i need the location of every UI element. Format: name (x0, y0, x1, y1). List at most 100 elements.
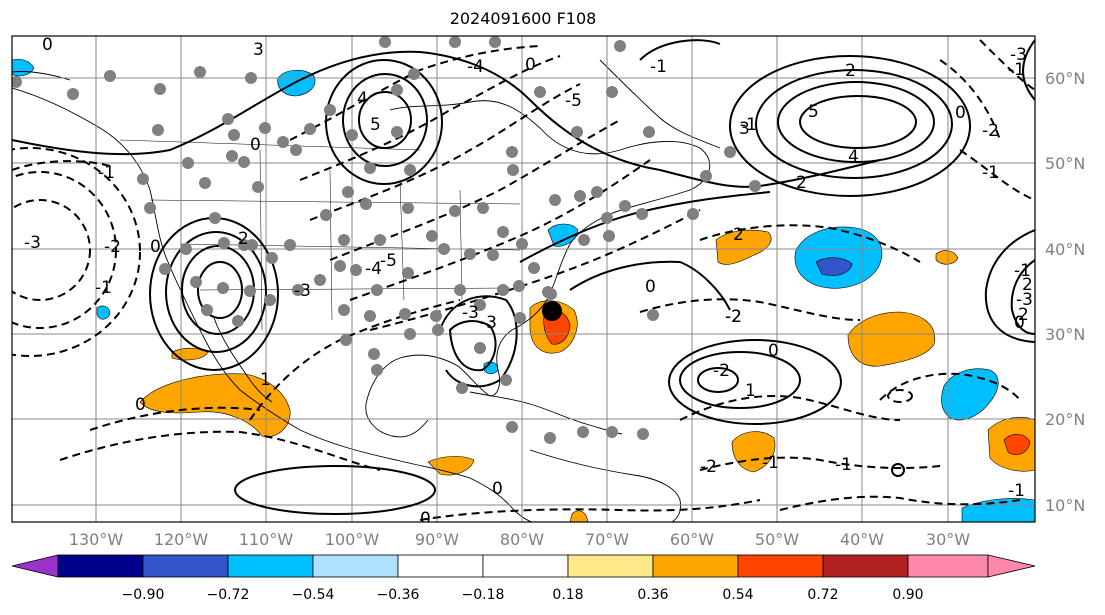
colorbar-bin (397, 554, 484, 578)
region-atlantic-orange2 (847, 311, 935, 367)
region-atlantic-orange1 (715, 229, 772, 265)
contour-label: -1 (95, 278, 112, 298)
region-atlantic-blue2 (941, 368, 999, 421)
contour-label: 4 (848, 147, 859, 167)
colorbar (11, 554, 1036, 578)
contour-label: 2 (1022, 275, 1033, 295)
region-bottom-orange (569, 510, 589, 522)
contour-label: -1 (740, 115, 757, 135)
lat-tick-label: 20°N (1045, 410, 1085, 429)
contour-label: 0 (955, 103, 966, 123)
region-pacific-orange (139, 373, 291, 438)
contour-label: 3 (253, 40, 264, 60)
lon-tick-label: 120°W (154, 530, 209, 549)
contour-label: -3 (24, 233, 41, 253)
colorbar-tick-label: 0.18 (552, 587, 583, 603)
region-small-orange (935, 250, 959, 265)
lon-tick-label: 50°W (755, 530, 799, 549)
contour-label: 5 (370, 115, 381, 135)
colorbar-tick-label: −0.90 (122, 587, 165, 603)
storm-center-marker (542, 301, 562, 321)
region-pacific-blue (96, 305, 111, 320)
contour-label: 0 (768, 341, 779, 361)
contour-labels: 0 3 0 -1 -3 -2 5 4 2 -5 3 -4 -5 0 -4 -3 … (24, 35, 1033, 529)
region-honduras-orange (427, 456, 475, 476)
contour-label: -4 (467, 57, 484, 77)
contour-label: -1 (982, 163, 999, 183)
contour-label: 2 (845, 61, 856, 81)
colorbar-high-extension (987, 554, 1036, 578)
lon-tick-label: 130°W (69, 530, 124, 549)
contour-label: 1 (260, 370, 271, 390)
colorbar-bin (737, 554, 824, 578)
contour-label: -5 (565, 91, 582, 111)
contour-label: -3 (294, 281, 311, 301)
contour-label: -2 (713, 361, 730, 381)
colorbar-tick-label: −0.54 (292, 587, 335, 603)
contour-label: 3 (739, 119, 750, 139)
lat-tick-label: 50°N (1045, 154, 1085, 173)
colorbar-tick-label: 0.36 (637, 587, 668, 603)
colorbar-tick-label: 0.90 (892, 587, 923, 603)
contour-label: -1 (835, 455, 852, 475)
colorbar-bin (312, 554, 399, 578)
colorbar-bin (142, 554, 229, 578)
contour-label: -4 (365, 259, 382, 279)
contour-label: -1 (1008, 60, 1025, 80)
lat-tick-label: 40°N (1045, 240, 1085, 259)
map-background (12, 36, 1035, 522)
contour-label: 0 (645, 277, 656, 297)
negative-contours (12, 39, 1035, 521)
colorbar-tick-label: −0.18 (462, 587, 505, 603)
contour-label: -1 (650, 57, 667, 77)
lon-tick-label: 60°W (670, 530, 714, 549)
colorbar-bin (567, 554, 654, 578)
lat-tick-label: 10°N (1045, 496, 1085, 515)
lat-tick-label: 30°N (1045, 325, 1085, 344)
contour-label: 0 (420, 509, 431, 529)
colorbar-tick-label: 0.54 (722, 587, 753, 603)
contour-label: -3 (1016, 290, 1033, 310)
longitude-ticks: 130°W 120°W 110°W 100°W 90°W 80°W 70°W 6… (69, 530, 970, 549)
contour-label: -1 (98, 163, 115, 183)
colorbar-tick-labels: −0.90 −0.72 −0.54 −0.36 −0.18 0.18 0.36 … (122, 587, 924, 603)
colorbar-tick-label: −0.72 (207, 587, 250, 603)
lon-tick-label: 70°W (585, 530, 629, 549)
colorbar-bin (227, 554, 314, 578)
contour-label: -2 (982, 121, 999, 141)
colorbar-tick-label: −0.36 (377, 587, 420, 603)
contour-label: -1 (1014, 261, 1031, 281)
contour-label: -2 (725, 307, 742, 327)
colorbar-bin (822, 554, 909, 578)
colorbar-bin (57, 554, 144, 578)
map-title: 2024091600 F108 (449, 9, 597, 28)
contour-label: -1 (1008, 481, 1025, 501)
latitude-ticks: 60°N 50°N 40°N 30°N 20°N 10°N (1045, 69, 1085, 515)
region-east-red (1003, 433, 1031, 455)
lon-tick-label: 110°W (239, 530, 294, 549)
lon-tick-label: 100°W (325, 530, 380, 549)
contour-label: 0 (150, 237, 161, 257)
station-dots (12, 36, 761, 444)
contour-label: 0 (250, 135, 261, 155)
colorbar-bin (482, 554, 569, 578)
contour-label: 0 (135, 395, 146, 415)
map-border (11, 35, 1036, 523)
region-atlantic-blue1-core (815, 257, 853, 276)
colorbar-tick-label: 0.72 (807, 587, 838, 603)
contour-label: -2 (104, 237, 121, 257)
contour-label: -3 (462, 303, 479, 323)
lon-tick-label: 30°W (926, 530, 970, 549)
colorbar-bin (652, 554, 739, 578)
contour-label: 2 (238, 229, 249, 249)
contour-label: 0 (42, 35, 53, 55)
contour-label: -2 (725, 307, 742, 327)
contour-label: -5 (380, 251, 397, 271)
contour-label: 0 (1014, 313, 1025, 333)
contour-label: 4 (357, 89, 368, 109)
lat-tick-label: 60°N (1045, 69, 1085, 88)
contour-label: 0 (525, 55, 536, 75)
contour-label: 1 (745, 381, 756, 401)
lon-tick-label: 80°W (500, 530, 544, 549)
